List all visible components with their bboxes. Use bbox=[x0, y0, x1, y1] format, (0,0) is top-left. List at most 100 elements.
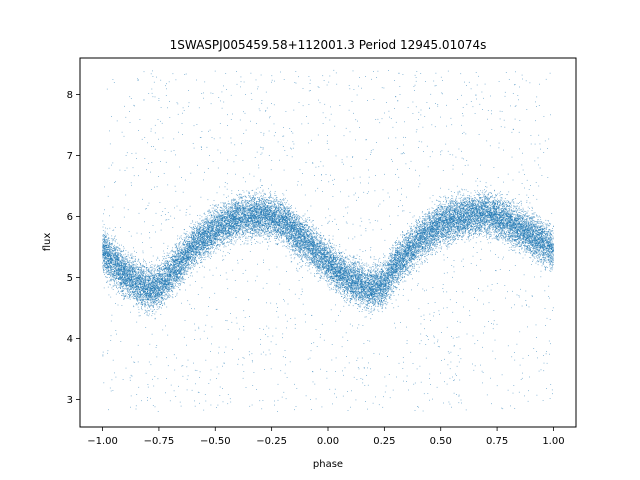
data-point bbox=[163, 274, 164, 275]
data-point bbox=[269, 232, 270, 233]
data-point bbox=[519, 210, 520, 211]
data-point bbox=[116, 285, 117, 286]
data-point bbox=[213, 245, 214, 246]
data-point bbox=[271, 221, 272, 222]
data-point bbox=[154, 309, 155, 310]
data-point bbox=[333, 287, 334, 288]
data-point bbox=[108, 259, 109, 260]
data-point bbox=[150, 301, 151, 302]
data-point bbox=[163, 263, 164, 264]
data-point bbox=[326, 276, 327, 277]
data-point bbox=[393, 248, 394, 249]
data-point bbox=[109, 240, 110, 241]
data-point bbox=[421, 264, 422, 265]
data-point bbox=[408, 259, 409, 260]
data-point bbox=[342, 265, 343, 266]
data-point bbox=[309, 264, 310, 265]
data-point bbox=[537, 220, 538, 221]
data-point bbox=[228, 228, 229, 229]
data-point bbox=[433, 249, 434, 250]
data-point bbox=[110, 280, 111, 281]
data-point bbox=[452, 207, 453, 208]
data-point bbox=[280, 229, 281, 230]
data-point bbox=[297, 225, 298, 226]
data-point bbox=[404, 277, 405, 278]
data-point bbox=[460, 202, 461, 203]
data-point bbox=[403, 240, 404, 241]
data-point bbox=[347, 268, 348, 269]
data-point bbox=[327, 269, 328, 270]
data-point bbox=[407, 265, 408, 266]
data-point bbox=[347, 283, 348, 284]
data-point bbox=[298, 223, 299, 224]
data-point bbox=[355, 294, 356, 295]
data-point bbox=[365, 270, 366, 271]
data-point bbox=[147, 282, 148, 283]
data-point bbox=[365, 264, 366, 265]
data-point bbox=[181, 281, 182, 282]
data-point bbox=[539, 251, 540, 252]
data-point bbox=[437, 200, 438, 201]
data-point bbox=[317, 233, 318, 234]
data-point bbox=[124, 265, 125, 266]
data-point bbox=[151, 270, 152, 271]
data-point bbox=[335, 292, 336, 293]
data-point bbox=[327, 279, 328, 280]
data-point bbox=[484, 211, 485, 212]
data-point bbox=[210, 205, 211, 206]
data-point bbox=[537, 258, 538, 259]
data-point bbox=[305, 222, 306, 223]
data-point bbox=[143, 274, 144, 275]
data-point bbox=[532, 226, 533, 227]
data-point bbox=[257, 236, 258, 237]
data-point bbox=[205, 238, 206, 239]
data-point bbox=[330, 284, 331, 285]
data-point bbox=[390, 253, 391, 254]
data-point bbox=[450, 200, 451, 201]
data-point bbox=[373, 282, 374, 283]
data-point bbox=[234, 222, 235, 223]
data-point bbox=[346, 266, 347, 267]
data-point bbox=[367, 306, 368, 307]
data-point bbox=[352, 267, 353, 268]
data-point bbox=[156, 304, 157, 305]
data-point bbox=[443, 224, 444, 225]
data-point bbox=[446, 200, 447, 201]
data-point bbox=[255, 236, 256, 237]
data-point bbox=[127, 298, 128, 299]
data-point bbox=[482, 226, 483, 227]
data-point bbox=[211, 216, 212, 217]
data-point bbox=[371, 279, 372, 280]
data-point bbox=[364, 284, 365, 285]
data-point bbox=[175, 244, 176, 245]
data-point bbox=[352, 298, 353, 299]
data-point bbox=[553, 261, 554, 262]
data-point bbox=[532, 216, 533, 217]
data-point bbox=[525, 221, 526, 222]
data-point bbox=[501, 194, 502, 195]
data-point bbox=[280, 201, 281, 202]
data-point bbox=[152, 268, 153, 269]
data-point bbox=[532, 232, 533, 233]
data-point bbox=[464, 205, 465, 206]
data-point bbox=[190, 269, 191, 270]
data-point bbox=[378, 260, 379, 261]
data-point bbox=[443, 207, 444, 208]
data-point bbox=[494, 227, 495, 228]
data-point bbox=[432, 252, 433, 253]
data-point bbox=[430, 239, 431, 240]
data-point bbox=[153, 297, 154, 298]
data-point bbox=[137, 264, 138, 265]
data-point bbox=[520, 228, 521, 229]
data-point bbox=[356, 277, 357, 278]
data-point bbox=[326, 246, 327, 247]
data-point bbox=[536, 263, 537, 264]
data-point bbox=[307, 219, 308, 220]
data-point bbox=[423, 243, 424, 244]
data-point bbox=[248, 192, 249, 193]
data-point bbox=[296, 250, 297, 251]
data-point bbox=[308, 231, 309, 232]
data-point bbox=[446, 246, 447, 247]
data-point bbox=[519, 225, 520, 226]
data-point bbox=[378, 262, 379, 263]
